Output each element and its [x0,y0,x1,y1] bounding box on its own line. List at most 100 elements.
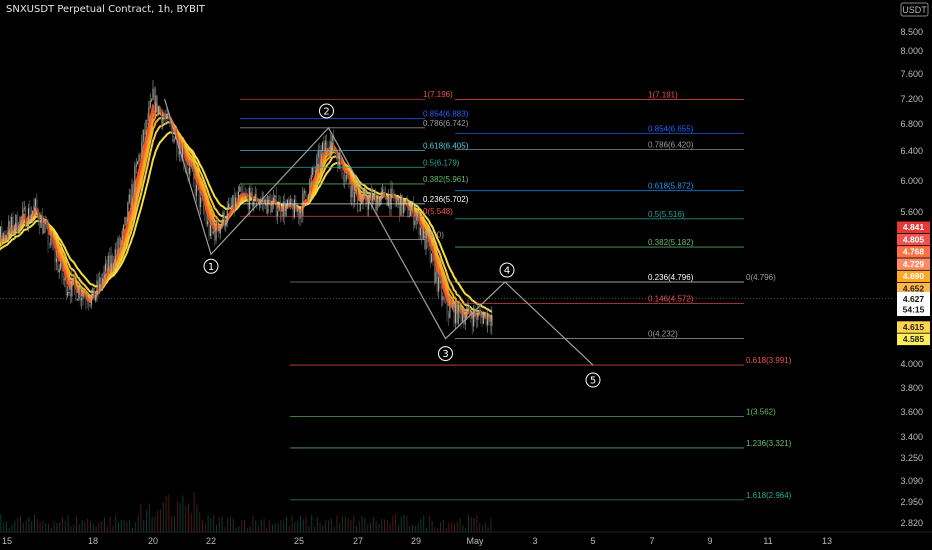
candle [396,200,398,203]
volume-bar [448,522,450,532]
candle [491,314,493,326]
candle [258,204,260,206]
time-axis[interactable] [0,532,932,550]
candle [468,305,470,315]
fib-retracement-left-label: 0.854(6.883) [423,110,469,119]
candle [344,180,346,182]
volume-bar [210,518,212,532]
ribbon-value-tag [897,258,930,270]
volume-bar [126,521,128,532]
candle [32,210,34,215]
fib-retracement-right-label: 0.786(6.420) [648,141,694,150]
candle [225,222,227,227]
candle [159,107,161,112]
ribbon-value-tag-text: 4.585 [903,334,925,344]
fib-extension-label: 1.236(3.321) [746,439,792,448]
candle [219,226,221,234]
wave-label-3: 3 [442,349,448,360]
candle [22,209,24,217]
volume-bar [487,527,489,532]
volume-bar [409,525,411,532]
currency-box[interactable] [900,2,929,17]
fib-extension-label: 0(4.796) [746,273,776,282]
candle [76,299,78,301]
candle [456,301,458,324]
candle [421,228,423,240]
candle [60,262,62,270]
candle [137,161,139,165]
candle [71,278,73,297]
candle [110,255,112,268]
candle [270,200,272,213]
x-tick-label: 7 [649,536,654,546]
volume-bar [45,523,47,532]
candle [348,175,350,188]
volume-bar [132,527,133,532]
candle [183,148,185,164]
volume-bar [400,516,402,532]
candle [6,234,8,237]
volume-bar [140,503,142,532]
candle [141,141,143,157]
wave-label-circle [438,346,453,362]
candle [319,151,321,165]
candle [90,294,92,305]
volume-bar [372,516,374,532]
candle [104,263,106,272]
candle [106,263,108,271]
volume-bar [353,515,355,532]
candle [186,165,188,169]
volume-bar [294,521,296,532]
candle [390,188,392,210]
x-tick-label: 18 [88,536,98,546]
fib-retracement-right-label: 0(4.232) [648,330,678,339]
volume-bar [288,525,290,532]
candle [34,199,36,207]
candle [411,204,413,211]
candle [57,258,59,273]
candle [128,194,130,203]
volume-bar [22,522,24,532]
candle [233,195,235,209]
ribbon-value-tag [897,221,930,233]
candle [244,192,246,194]
candle [403,203,405,213]
candle [232,195,234,207]
candle [429,246,431,263]
candle [144,129,146,135]
volume-bar [148,503,150,532]
volume-bar [269,520,271,532]
volume-bar [36,518,38,532]
candle [306,195,308,201]
x-tick-label: May [466,536,484,546]
candle [111,255,113,265]
candle [407,201,409,218]
volume-bar [154,515,156,532]
fib-retracement-left-label: 0(5.0) [423,230,444,239]
volume-bar [484,522,486,532]
candle [454,301,456,324]
candle [477,311,479,320]
candle [261,199,263,202]
currency-label: USDT [902,5,927,15]
candle [286,200,288,206]
candle [450,307,452,308]
candle [362,193,364,203]
y-tick-label: 4.000 [900,359,923,369]
volume-bar [151,517,153,532]
candle [202,200,204,212]
candle [391,188,393,190]
volume-bar [476,515,478,532]
candle [305,190,307,196]
fib-extension-label: 0.618(3.991) [746,356,792,365]
volume-bar [280,519,282,532]
candle [369,192,371,198]
candle [256,193,258,205]
volume-bar [291,515,293,532]
candle [214,232,216,241]
candle [64,278,66,281]
candle [83,295,85,297]
volume-bar [325,520,327,532]
candle [260,201,262,205]
